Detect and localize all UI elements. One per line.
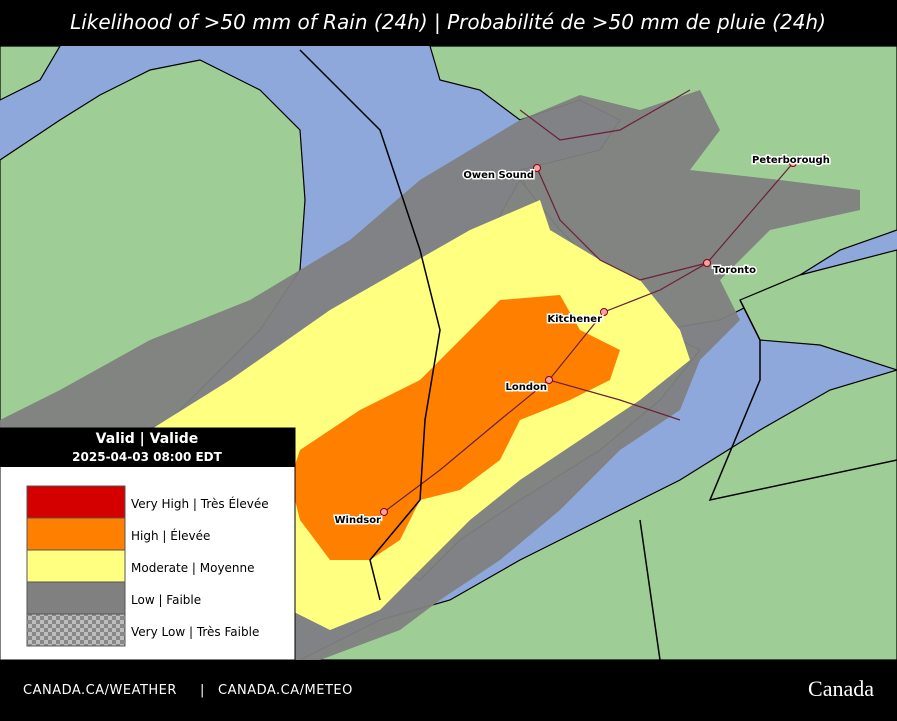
- footer-separator: |: [200, 683, 204, 698]
- wordmark: Canada: [808, 676, 874, 701]
- legend: Valid | Valide 2025-04-03 08:00 EDT Very…: [0, 427, 296, 661]
- legend-title: Valid | Valide: [96, 431, 199, 447]
- city-label: Kitchener: [547, 314, 602, 325]
- swatch: [26, 517, 126, 551]
- legend-label: Moderate | Moyenne: [131, 561, 255, 575]
- city-dot: [545, 376, 553, 384]
- zone-high: [290, 295, 620, 560]
- footer: [0, 660, 897, 721]
- footer-link: CANADA.CA/WEATHER: [23, 683, 177, 698]
- title: Likelihood of >50 mm of Rain (24h) | Pro…: [70, 10, 826, 34]
- legend-label: Very High | Très Élevée: [131, 496, 269, 511]
- city-label: London: [505, 382, 547, 393]
- roads: [383, 89, 794, 513]
- swatch: [26, 613, 126, 647]
- city-label: Owen Sound: [463, 170, 534, 181]
- legend-label: Low | Faible: [131, 593, 201, 607]
- city-dot: [789, 159, 797, 167]
- city-markers: [380, 159, 797, 516]
- city-label: Windsor: [335, 515, 382, 526]
- city-label: Peterborough: [752, 155, 830, 166]
- city-dot: [380, 508, 388, 516]
- title-bar: [0, 0, 897, 46]
- swatch: [26, 581, 126, 615]
- city-dot: [703, 259, 711, 267]
- legend-label: High | Élevée: [131, 528, 210, 543]
- city-label: Toronto: [713, 265, 756, 276]
- borders: [299, 49, 897, 661]
- legend-label: Very Low | Très Faible: [131, 625, 259, 639]
- city-dot: [533, 164, 541, 172]
- swatch: [26, 485, 126, 519]
- legend-date: 2025-04-03 08:00 EDT: [72, 450, 222, 464]
- map: Owen Sound Peterborough Toronto Kitchene…: [0, 45, 897, 661]
- footer-link: CANADA.CA/METEO: [218, 683, 353, 698]
- legend-header: [0, 428, 295, 467]
- city-dot: [600, 308, 608, 316]
- swatch: [26, 549, 126, 583]
